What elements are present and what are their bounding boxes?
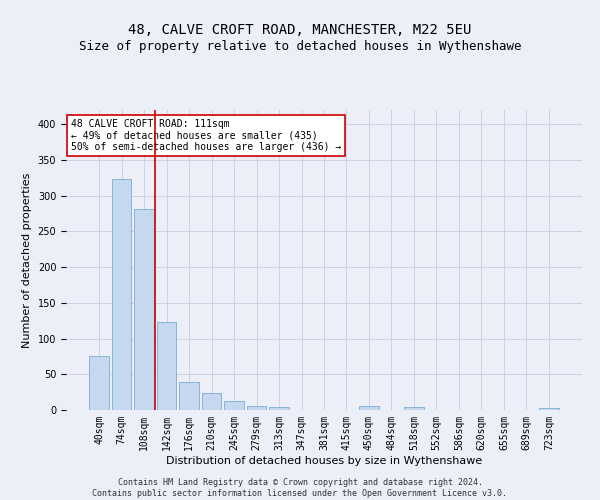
- Bar: [224, 402, 244, 410]
- Bar: [134, 210, 154, 410]
- Bar: [157, 322, 176, 410]
- Bar: [404, 407, 424, 410]
- X-axis label: Distribution of detached houses by size in Wythenshawe: Distribution of detached houses by size …: [166, 456, 482, 466]
- Text: Contains HM Land Registry data © Crown copyright and database right 2024.
Contai: Contains HM Land Registry data © Crown c…: [92, 478, 508, 498]
- Text: 48 CALVE CROFT ROAD: 111sqm
← 49% of detached houses are smaller (435)
50% of se: 48 CALVE CROFT ROAD: 111sqm ← 49% of det…: [71, 119, 341, 152]
- Bar: [359, 406, 379, 410]
- Bar: [179, 382, 199, 410]
- Bar: [539, 408, 559, 410]
- Bar: [112, 180, 131, 410]
- Bar: [202, 393, 221, 410]
- Bar: [247, 406, 266, 410]
- Y-axis label: Number of detached properties: Number of detached properties: [22, 172, 32, 348]
- Text: Size of property relative to detached houses in Wythenshawe: Size of property relative to detached ho…: [79, 40, 521, 53]
- Bar: [269, 407, 289, 410]
- Text: 48, CALVE CROFT ROAD, MANCHESTER, M22 5EU: 48, CALVE CROFT ROAD, MANCHESTER, M22 5E…: [128, 22, 472, 36]
- Bar: [89, 356, 109, 410]
